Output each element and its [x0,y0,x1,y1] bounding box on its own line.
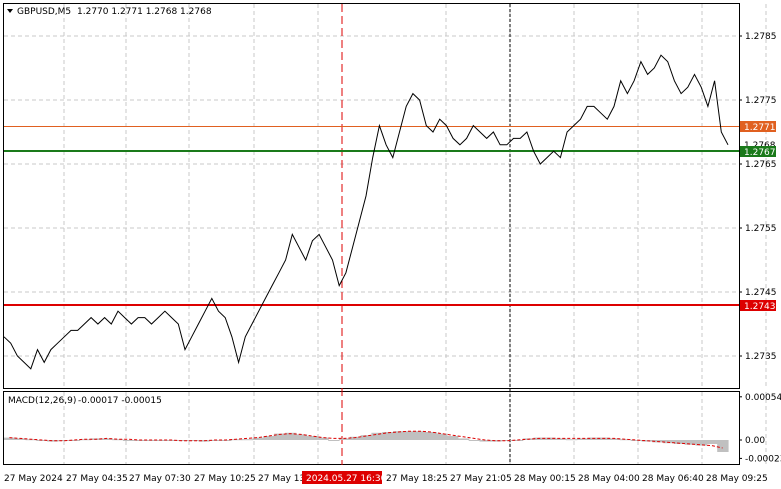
macd-bar [695,440,707,446]
macd-bar [457,438,470,440]
macd-bar [479,440,491,442]
time-tick-label: 28 May 06:40 [642,474,704,484]
macd-bar [447,436,459,440]
macd-bar [555,438,567,440]
time-tick-label: 28 May 04:00 [578,474,640,484]
cursor-time-tag: 2024.05.27 16:30 [302,471,387,484]
symbol-label: GBPUSD,M5 [17,7,71,17]
macd-bar [630,440,643,441]
macd-bar [663,440,675,444]
macd-bar [511,440,524,441]
macd-bar [371,432,383,440]
symbol-menu-icon[interactable] [7,9,13,13]
macd-bar [576,438,589,440]
macd-bar [403,431,416,440]
svg-text:1.2771: 1.2771 [744,123,776,133]
macd-bar [122,440,135,441]
macd-bar [4,437,16,440]
macd-bar [414,431,426,440]
level-tag-orange: 1.2771 [740,121,776,133]
macd-bar [717,440,729,452]
time-tick-label: 27 May 21:05 [450,474,512,484]
macd-signal-line [9,430,723,449]
grid-lines [4,4,767,388]
macd-bar [619,439,632,441]
macd-bar [241,439,254,441]
macd-bar [349,436,362,440]
macd-tick-label: 0.00 [745,436,765,446]
macd-bar [674,440,686,444]
macd-bar [360,435,372,440]
macd-bar [501,440,513,441]
macd-bar [285,432,297,440]
time-tick-label: 27 May 10:25 [194,474,256,484]
macd-bar [68,440,81,441]
macd-bar [112,439,124,441]
macd-bar [490,440,502,442]
macd-bar [609,438,621,440]
macd-bar [252,437,264,440]
price-series-line [3,54,729,370]
time-tick-label: 27 May 07:30 [129,474,191,484]
macd-bar [220,440,232,441]
level-tag-red: 1.2743 [740,300,776,312]
price-tick-label: 1.2775 [745,96,777,106]
price-tick-label: 1.2765 [745,160,777,170]
macd-tick-label: -0.00023 [745,454,781,464]
macd-bar [468,440,481,441]
macd-bar [565,439,578,441]
macd-bar [14,438,27,440]
macd-bar [317,437,329,440]
macd-bar [382,432,394,440]
macd-bar [274,433,286,440]
macd-bar [295,434,308,440]
price-axis: 1.2785 1.2775 1.2765 1.2755 1.2745 1.2735 [739,32,777,362]
time-tick-label: 27 May 13:20 [258,474,320,484]
macd-bar [684,440,697,445]
macd-bar [101,438,113,440]
macd-bar [328,440,340,441]
macd-bar [263,436,275,440]
svg-text:1.2767: 1.2767 [744,148,776,158]
time-tick-label: 27 May 18:25 [386,474,448,484]
level-tag-green: 1.2767 [740,146,776,158]
time-tick-label: 28 May 09:25 [706,474,768,484]
ohlc-readout: 1.2770 1.2771 1.2768 1.2768 [77,7,212,17]
macd-bar [58,440,70,441]
macd-tick-label: 0.00054 [745,393,781,403]
macd-bar [306,436,318,440]
macd-bar [187,440,200,441]
macd-bar [393,431,405,440]
macd-bar [425,432,437,440]
price-tick-label: 1.2745 [745,288,777,298]
time-tick-label: 28 May 00:15 [514,474,576,484]
macd-bar [436,433,448,440]
macd-bar [706,440,718,444]
macd-axis: 0.00054 0.00 -0.00023 [739,393,781,464]
macd-values: -0.00017 -0.00015 [78,396,162,406]
time-tick-label: 27 May 2024 [4,474,63,484]
macd-bar [230,439,243,441]
price-tick-label: 1.2755 [745,224,777,234]
macd-bar [47,440,59,442]
time-tick-label: 27 May 04:35 [66,474,128,484]
svg-text:1.2743: 1.2743 [744,302,776,312]
macd-grid-lines [63,392,767,464]
svg-text:2024.05.27 16:30: 2024.05.27 16:30 [306,474,387,484]
macd-bar [339,438,351,440]
time-axis: 27 May 2024 27 May 04:35 27 May 07:30 27 Ma… [4,474,768,484]
macd-bar [176,440,189,441]
price-tick-label: 1.2735 [745,352,777,362]
macd-label: MACD(12,26,9) [8,396,76,406]
price-panel-frame [3,3,740,389]
price-tick-label: 1.2785 [745,32,777,42]
